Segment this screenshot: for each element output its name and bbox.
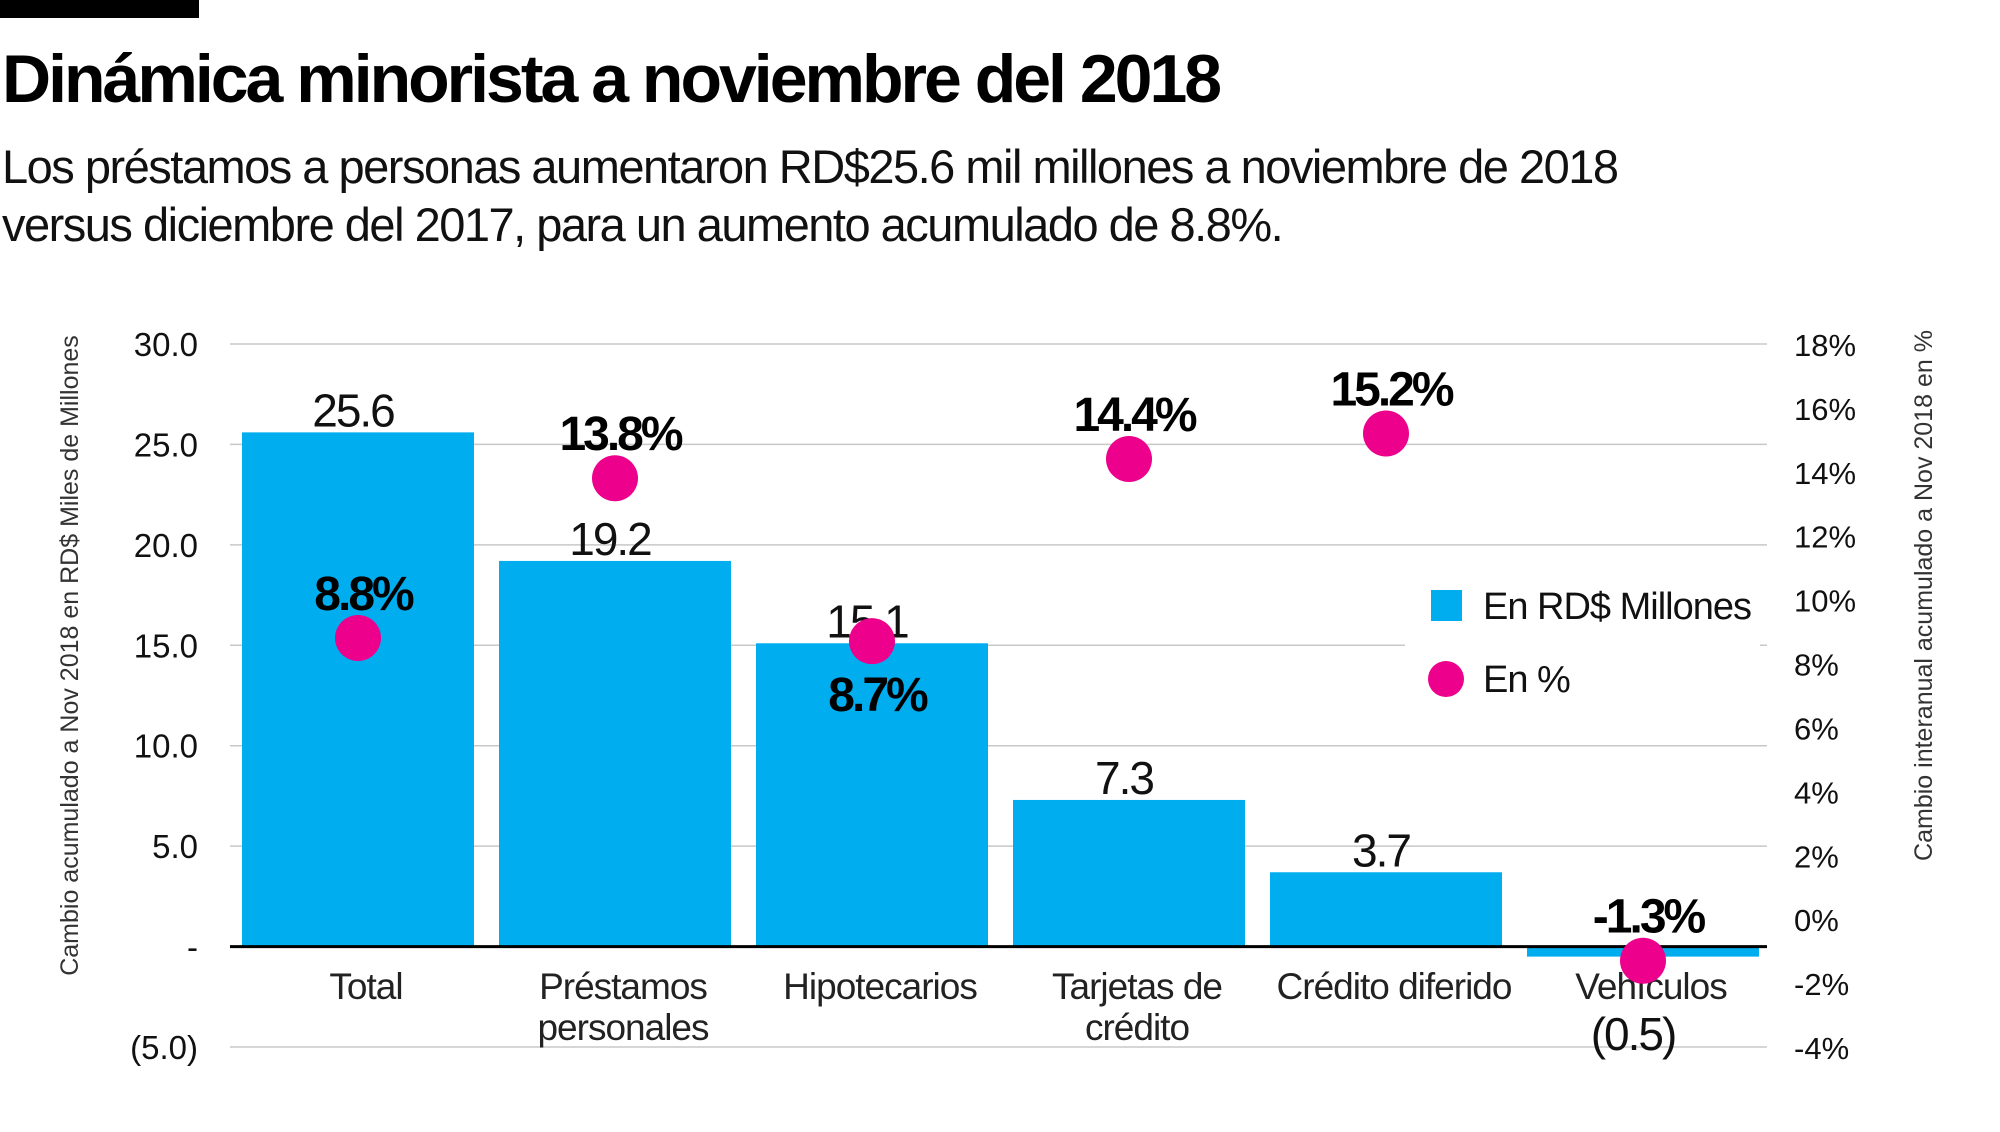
- header-rule: [0, 0, 199, 18]
- y2-tick-label: 0%: [1794, 903, 1839, 938]
- pct-value-label: 8.8%: [314, 568, 414, 621]
- category-label: Préstamos: [539, 966, 707, 1007]
- pct-marker: [1620, 937, 1666, 984]
- category-label: Total: [329, 966, 402, 1007]
- y-tick-label: 10.0: [134, 728, 198, 765]
- pct-marker: [1363, 410, 1409, 457]
- category-label: Tarjetas de: [1052, 966, 1222, 1007]
- bar-value-label: 25.6: [312, 384, 394, 436]
- legend-label: En %: [1483, 659, 1570, 701]
- pct-value-label: -1.3%: [1593, 891, 1706, 944]
- pct-value-label: 8.7%: [828, 669, 928, 722]
- pct-value-label: 13.8%: [559, 408, 682, 461]
- pct-marker: [849, 618, 895, 665]
- y-tick-label: 30.0: [134, 326, 198, 363]
- bar: [1270, 872, 1502, 947]
- bar-value-label: 3.7: [1352, 824, 1410, 876]
- y-tick-label: -: [187, 929, 198, 966]
- pct-marker: [592, 455, 638, 502]
- y2-tick-label: 8%: [1794, 648, 1839, 683]
- y-axis-title: Cambio acumulado a Nov 2018 en RD$ Miles…: [56, 335, 84, 976]
- y-tick-label: 15.0: [134, 627, 198, 664]
- bar-value-label: (0.5): [1591, 1008, 1676, 1060]
- bar: [756, 643, 988, 947]
- pct-marker: [1106, 436, 1152, 483]
- bar: [499, 560, 731, 947]
- y2-tick-label: 12%: [1794, 520, 1856, 555]
- bar: [1013, 799, 1245, 947]
- y-tick-label: 25.0: [134, 426, 198, 463]
- chart-subtitle: Los préstamos a personas aumentaron RD$2…: [2, 140, 1619, 251]
- chart-title: Dinámica minorista a noviembre del 2018: [2, 41, 1222, 117]
- category-label: Hipotecarios: [783, 966, 977, 1007]
- pct-marker: [335, 614, 381, 661]
- y2-tick-label: 10%: [1794, 584, 1856, 619]
- y2-tick-label: 6%: [1794, 711, 1839, 746]
- bar: [242, 432, 474, 947]
- y2-tick-label: 4%: [1794, 775, 1839, 810]
- bar-value-label: 19.2: [569, 513, 651, 565]
- category-label: crédito: [1085, 1007, 1189, 1048]
- y-tick-label: (5.0): [130, 1029, 198, 1066]
- y-tick-label: 20.0: [134, 527, 198, 564]
- legend-label: En RD$ Millones: [1483, 586, 1751, 628]
- y2-tick-label: 16%: [1794, 392, 1856, 427]
- legend-background: [1405, 570, 1760, 710]
- pct-value-label: 14.4%: [1073, 389, 1196, 442]
- y2-tick-label: 2%: [1794, 839, 1839, 874]
- y2-tick-label: 14%: [1794, 456, 1856, 491]
- y2-tick-label: -2%: [1794, 967, 1849, 1002]
- legend-swatch-dot: [1428, 661, 1464, 697]
- y2-axis-title: Cambio interanual acumulado a Nov 2018 e…: [1910, 330, 1938, 861]
- category-label: personales: [537, 1007, 709, 1048]
- y2-tick-label: -4%: [1794, 1031, 1849, 1066]
- y2-tick-label: 18%: [1794, 328, 1856, 363]
- category-label: Crédito diferido: [1277, 966, 1512, 1007]
- legend-swatch-bar: [1431, 590, 1462, 621]
- bar-value-label: 7.3: [1095, 752, 1153, 804]
- pct-value-label: 15.2%: [1330, 363, 1453, 416]
- y-tick-label: 5.0: [152, 828, 198, 865]
